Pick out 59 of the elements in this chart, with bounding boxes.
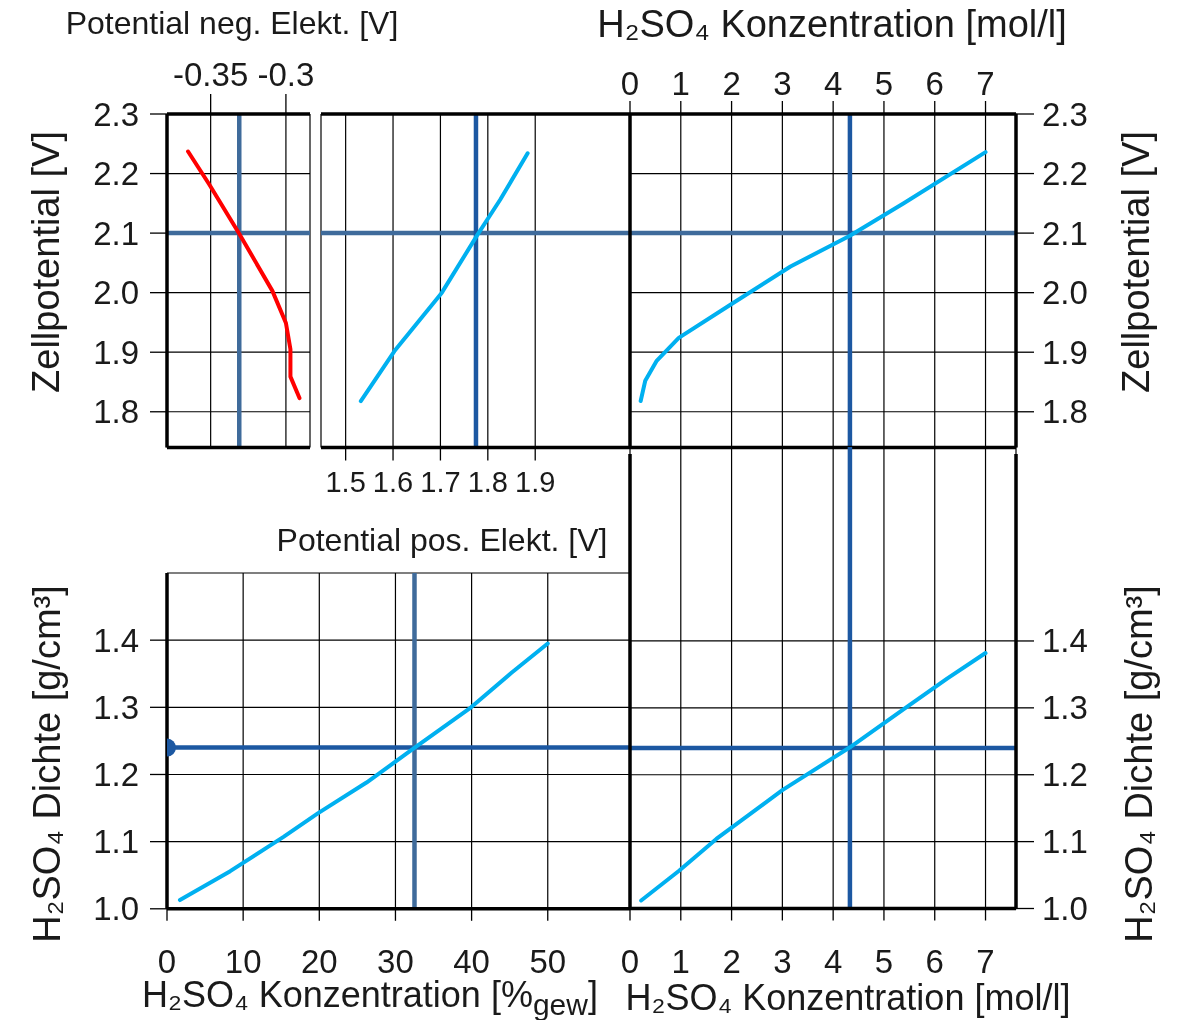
y2-tick-label: 1.8 xyxy=(1042,392,1088,430)
x-tick-label: -0.3 xyxy=(257,55,315,92)
y2-tick-label: 1.1 xyxy=(1042,823,1088,861)
y-tick-label: 1.2 xyxy=(93,755,139,793)
y2-tick-label: 2.0 xyxy=(1042,273,1088,311)
y-tick-label: 1.0 xyxy=(93,889,139,927)
x-axis-title: Potential pos. Elekt. [V] xyxy=(276,521,608,559)
y-tick-label: 2.1 xyxy=(93,214,139,252)
y2-tick-label: 2.3 xyxy=(1042,95,1088,132)
x-tick-label: 3 xyxy=(773,942,792,980)
x-tick-label: -0.35 xyxy=(173,55,249,92)
x-tick-label: 1.9 xyxy=(515,465,556,497)
y-tick-label: 2.2 xyxy=(93,154,139,192)
x-axis-title: H₂SO₄ Konzentration [mol/l] xyxy=(625,977,1071,1019)
x-tick-label: 0 xyxy=(620,942,640,980)
y2-tick-label: 1.3 xyxy=(1042,689,1088,727)
x-tick-label: 30 xyxy=(377,942,414,980)
y2-tick-label: 1.2 xyxy=(1042,756,1088,794)
x-tick-label: 10 xyxy=(224,942,262,980)
y-tick-label: 1.8 xyxy=(93,392,139,430)
x-tick-label: 1.8 xyxy=(467,465,508,497)
x-tick-label: 7 xyxy=(976,942,995,980)
y2-tick-label: 1.4 xyxy=(1042,622,1088,660)
y2-axis-title: H₂SO₄ Dichte [g/cm³] xyxy=(1118,585,1162,943)
y-tick-label: 1.9 xyxy=(93,333,139,371)
y2-tick-label: 2.1 xyxy=(1042,214,1088,252)
x-tick-label: 20 xyxy=(300,942,338,980)
x-tick-label: 3 xyxy=(773,64,792,102)
x-tick-label: 2 xyxy=(722,942,741,980)
y2-tick-label: 1.0 xyxy=(1042,890,1088,927)
x-tick-label: 5 xyxy=(874,64,894,102)
x-tick-label: 6 xyxy=(925,942,944,980)
y-tick-label: 1.3 xyxy=(93,688,139,726)
x-tick-label: 40 xyxy=(453,942,490,980)
x-tick-label: 1.7 xyxy=(420,465,461,497)
x-tick-label: 6 xyxy=(925,64,944,102)
y-tick-label: 1.1 xyxy=(93,822,139,860)
x-axis-title: Potential neg. Elekt. [V] xyxy=(65,4,399,42)
y2-tick-label: 1.9 xyxy=(1042,333,1088,371)
x-tick-label: 2 xyxy=(722,64,741,102)
x-tick-label: 1.6 xyxy=(372,465,414,497)
y2-tick-label: 2.2 xyxy=(1042,154,1088,192)
x-tick-label: 0 xyxy=(157,942,177,980)
y2-axis-title: Zellpotential [V] xyxy=(1115,131,1159,393)
x-tick-label: 4 xyxy=(823,942,843,980)
y-axis-title: Zellpotential [V] xyxy=(25,131,69,393)
x-tick-label: 5 xyxy=(874,942,894,980)
x-tick-label: 0 xyxy=(620,64,640,102)
x-tick-label: 7 xyxy=(976,64,995,102)
x-tick-label: 50 xyxy=(529,942,567,980)
x-tick-label: 4 xyxy=(823,64,843,102)
y-axis-title: H₂SO₄ Dichte [g/cm³] xyxy=(26,585,70,943)
x-axis-title: H₂SO₄ Konzentration [mol/l] xyxy=(597,3,1067,47)
x-tick-label: 1 xyxy=(671,64,690,102)
y-tick-label: 1.4 xyxy=(93,621,139,659)
y-tick-label: 2.3 xyxy=(93,95,139,132)
x-tick-label: 1 xyxy=(671,942,690,980)
y-tick-label: 2.0 xyxy=(93,273,139,311)
x-tick-label: 1.5 xyxy=(325,465,366,497)
